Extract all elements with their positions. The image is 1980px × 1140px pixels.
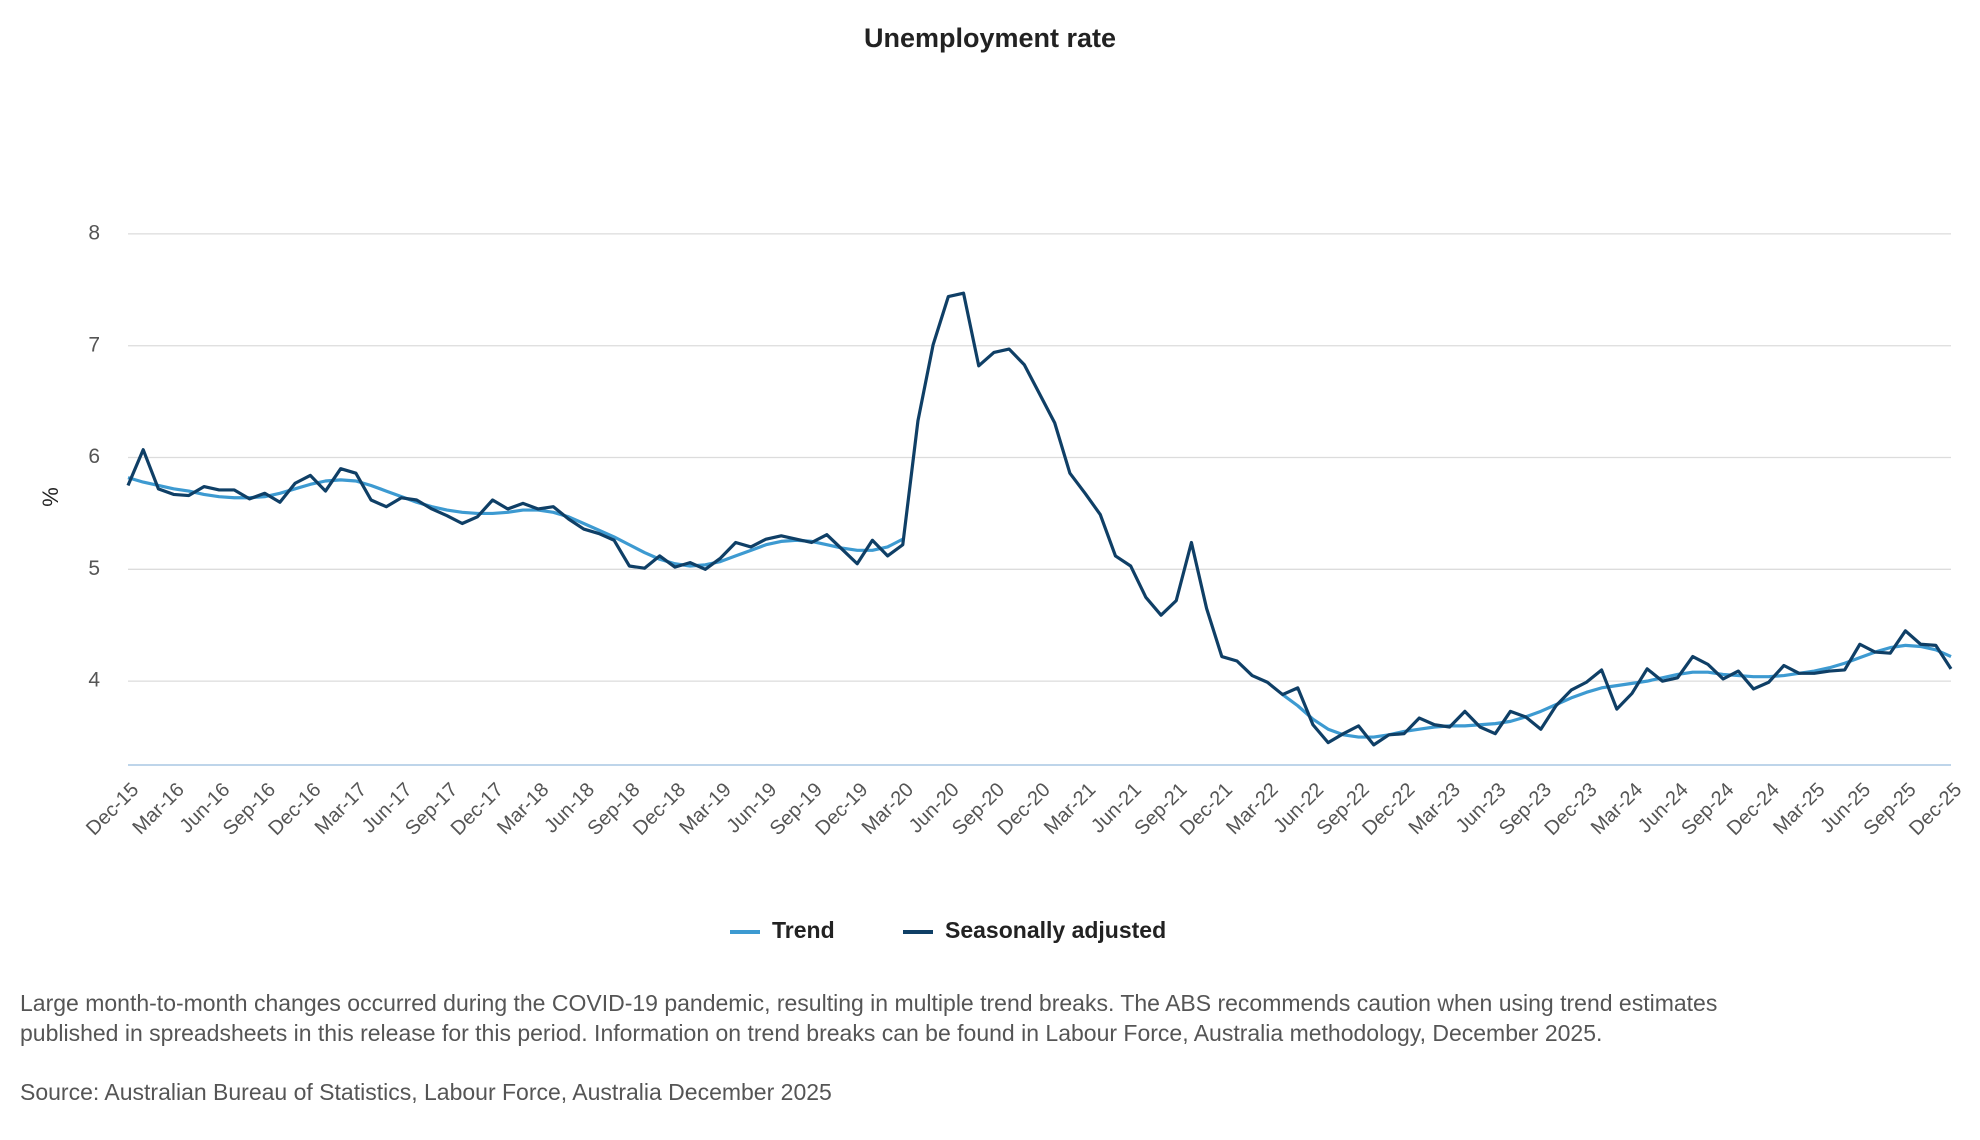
y-tick-label: 7 [88,333,100,356]
y-tick-label: 6 [88,445,100,468]
x-tick-label: Mar-20 [858,779,918,839]
y-axis-label: % [38,487,63,507]
x-tick-label: Mar-17 [311,779,371,839]
x-tick-label: Dec-15 [82,779,143,840]
x-tick-label: Mar-19 [675,779,735,839]
chart-title: Unemployment rate [864,23,1116,53]
legend-label: Seasonally adjusted [945,917,1166,943]
footnote: Large month-to-month changes occurred du… [20,990,1718,1046]
series-line [126,291,1953,747]
x-tick-label: Mar-25 [1769,779,1829,839]
x-tick-label: Mar-23 [1405,779,1465,839]
y-tick-label: 4 [88,669,100,692]
y-tick-label: 5 [88,557,100,580]
legend-label: Trend [772,917,835,943]
y-tick-label: 8 [88,221,100,244]
x-tick-label: Mar-22 [1222,779,1282,839]
x-tick-label: Mar-16 [128,779,188,839]
x-tick-label: Mar-24 [1587,779,1647,839]
x-tick-label: Mar-21 [1040,779,1100,839]
x-tick-label: Mar-18 [493,779,553,839]
series-line [127,476,904,568]
source-note: Source: Australian Bureau of Statistics,… [20,1079,832,1105]
chart: Unemployment rate % 45678Dec-15Mar-16Jun… [38,23,1966,943]
